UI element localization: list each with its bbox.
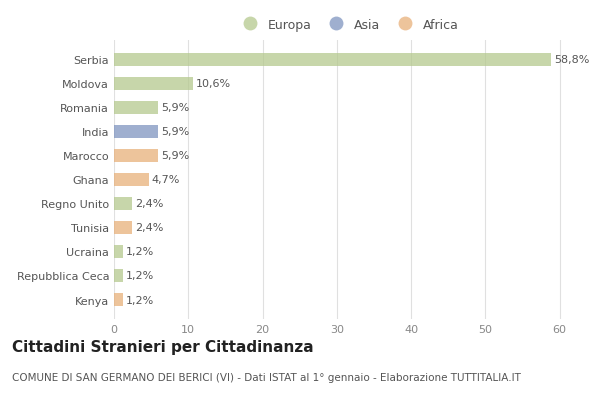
Legend: Europa, Asia, Africa: Europa, Asia, Africa: [233, 14, 464, 37]
Text: 5,9%: 5,9%: [161, 127, 189, 137]
Text: 5,9%: 5,9%: [161, 103, 189, 113]
Text: 2,4%: 2,4%: [135, 199, 163, 209]
Text: COMUNE DI SAN GERMANO DEI BERICI (VI) - Dati ISTAT al 1° gennaio - Elaborazione : COMUNE DI SAN GERMANO DEI BERICI (VI) - …: [12, 372, 521, 382]
Bar: [114, 54, 551, 67]
Text: 58,8%: 58,8%: [554, 55, 589, 65]
Text: 1,2%: 1,2%: [126, 271, 154, 281]
Text: Cittadini Stranieri per Cittadinanza: Cittadini Stranieri per Cittadinanza: [12, 339, 314, 355]
Bar: [114, 197, 132, 211]
Text: 10,6%: 10,6%: [196, 79, 231, 89]
Text: 5,9%: 5,9%: [161, 151, 189, 161]
Bar: [114, 293, 123, 306]
Bar: [114, 78, 193, 91]
Bar: [114, 269, 123, 282]
Bar: [114, 221, 132, 234]
Bar: [114, 126, 158, 139]
Text: 1,2%: 1,2%: [126, 247, 154, 257]
Text: 2,4%: 2,4%: [135, 223, 163, 233]
Bar: [114, 245, 123, 258]
Bar: [114, 101, 158, 115]
Text: 4,7%: 4,7%: [152, 175, 180, 185]
Bar: [114, 173, 149, 187]
Bar: [114, 149, 158, 163]
Text: 1,2%: 1,2%: [126, 295, 154, 305]
